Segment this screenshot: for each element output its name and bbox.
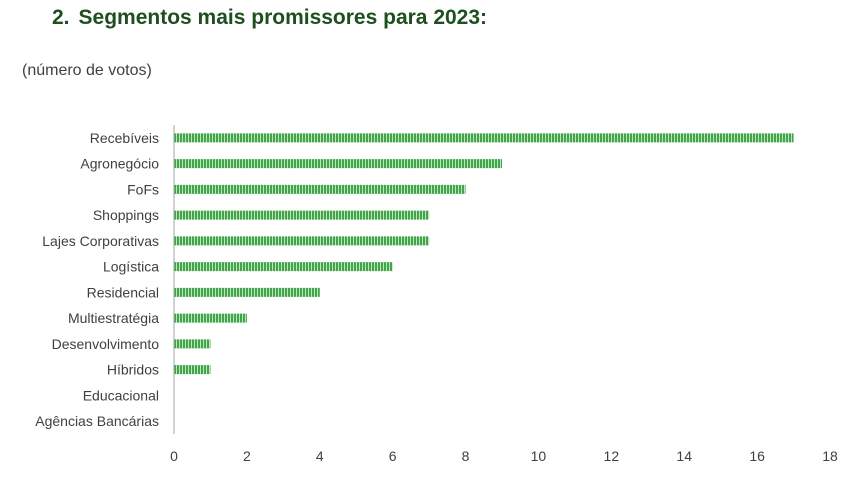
bars-layer <box>174 133 794 375</box>
x-tick-label: 6 <box>389 448 397 464</box>
bar <box>174 313 247 323</box>
category-label: Desenvolvimento <box>52 336 160 352</box>
x-tick-label: 12 <box>604 448 620 464</box>
bar <box>174 365 211 375</box>
category-label: Agências Bancárias <box>35 413 159 429</box>
x-tick-label: 10 <box>531 448 547 464</box>
bar <box>174 262 393 272</box>
x-tick-label: 4 <box>316 448 324 464</box>
category-label: Shoppings <box>93 207 159 223</box>
category-label: Agronegócio <box>80 156 159 172</box>
category-labels: Recebíveis Agronegócio FoFs Shoppings Lajes … <box>35 130 159 429</box>
category-label: Recebíveis <box>90 130 159 146</box>
category-label: Educacional <box>83 387 159 403</box>
category-label: Híbridos <box>107 362 159 378</box>
x-tick-label: 14 <box>676 448 692 464</box>
x-tick-label: 0 <box>170 448 178 464</box>
bar <box>174 184 466 194</box>
bar <box>174 236 430 246</box>
unit-label: (número de votos) <box>22 62 152 79</box>
bar <box>174 339 211 349</box>
chart-heading: 2. Segmentos mais promissores para 2023: <box>52 6 487 30</box>
x-tick-label: 16 <box>749 448 765 464</box>
x-tick-label: 8 <box>462 448 470 464</box>
heading-text: Segmentos mais promissores para 2023: <box>78 6 488 29</box>
category-label: Lajes Corporativas <box>42 233 159 249</box>
bar <box>174 210 430 220</box>
x-axis-ticks: 0 2 4 6 8 10 12 14 16 18 <box>170 448 838 464</box>
category-label: Residencial <box>87 284 159 300</box>
bar <box>174 159 502 169</box>
x-tick-label: 18 <box>822 448 838 464</box>
category-label: FoFs <box>127 181 159 197</box>
category-label: Logística <box>103 259 159 275</box>
category-label: Multiestratégia <box>68 310 159 326</box>
bar <box>174 287 320 297</box>
heading-number: 2. <box>52 6 70 29</box>
bar <box>174 133 794 143</box>
x-tick-label: 2 <box>243 448 251 464</box>
